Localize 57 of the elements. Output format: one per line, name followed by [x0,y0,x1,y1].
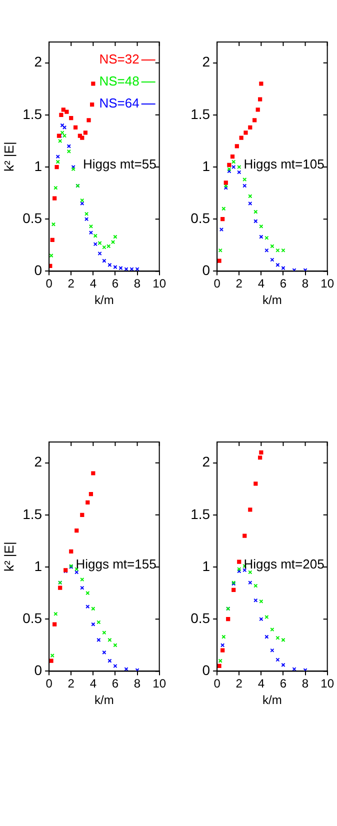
y-tick-label: 1 [34,558,42,574]
y-tick-label: 1.5 [22,506,42,522]
y-axis-title: k² |E| [1,542,16,572]
y-tick-label: 0.5 [22,210,42,226]
x-tick-label: 6 [112,676,119,691]
x-tick-label: 6 [280,276,287,291]
x-tick-label: 8 [134,676,141,691]
x-tick-label: 8 [302,276,309,291]
x-tick-label: 0 [214,676,221,691]
x-tick-label: 0 [46,676,53,691]
y-tick-label: 1.5 [190,106,210,122]
y-tick-label: 1 [34,158,42,174]
x-axis-title: k/m [262,293,282,308]
y-tick-label: 1 [202,158,210,174]
y-tick-label: 0.5 [22,610,42,626]
annotation: Higgs mt=205 [244,556,324,572]
x-tick-label: 2 [68,676,75,691]
x-axis-title: k/m [94,693,114,708]
x-tick-label: 4 [90,276,97,291]
x-tick-label: 2 [68,276,75,291]
y-axis-title: k² |E| [1,142,16,172]
x-tick-label: 8 [134,276,141,291]
y-tick-label: 2 [202,454,210,470]
y-tick-label: 2 [202,54,210,70]
y-tick-label: 0.5 [190,210,210,226]
annotation: Higgs mt=155 [76,556,156,572]
y-tick-label: 0 [34,662,42,678]
x-tick-label: 10 [152,676,166,691]
y-tick-label: 1.5 [190,506,210,522]
y-tick-label: 0.5 [190,610,210,626]
x-axis-title: k/m [262,693,282,708]
x-tick-label: 4 [258,276,265,291]
x-tick-label: 6 [112,276,119,291]
y-tick-label: 1.5 [22,106,42,122]
y-tick-label: 0 [202,262,210,278]
legend-label: NS=48 [99,74,140,89]
annotation: Higgs mt=105 [244,156,324,172]
legend-label: NS=64 [99,96,140,111]
x-tick-label: 10 [320,676,334,691]
x-tick-label: 6 [280,676,287,691]
annotation: Higgs mt=55 [82,156,156,172]
x-tick-label: 0 [214,276,221,291]
x-tick-label: 8 [302,676,309,691]
x-axis-title: k/m [94,293,114,308]
y-tick-label: 0 [202,662,210,678]
y-tick-label: 2 [34,54,42,70]
x-tick-label: 4 [90,676,97,691]
x-tick-label: 10 [152,276,166,291]
y-tick-label: 2 [34,454,42,470]
legend-label: NS=32 [99,52,140,67]
x-tick-label: 0 [46,276,53,291]
y-tick-label: 0 [34,262,42,278]
x-tick-label: 10 [320,276,334,291]
y-tick-label: 1 [202,558,210,574]
x-tick-label: 4 [258,676,265,691]
x-tick-label: 2 [236,276,243,291]
x-tick-label: 2 [236,676,243,691]
